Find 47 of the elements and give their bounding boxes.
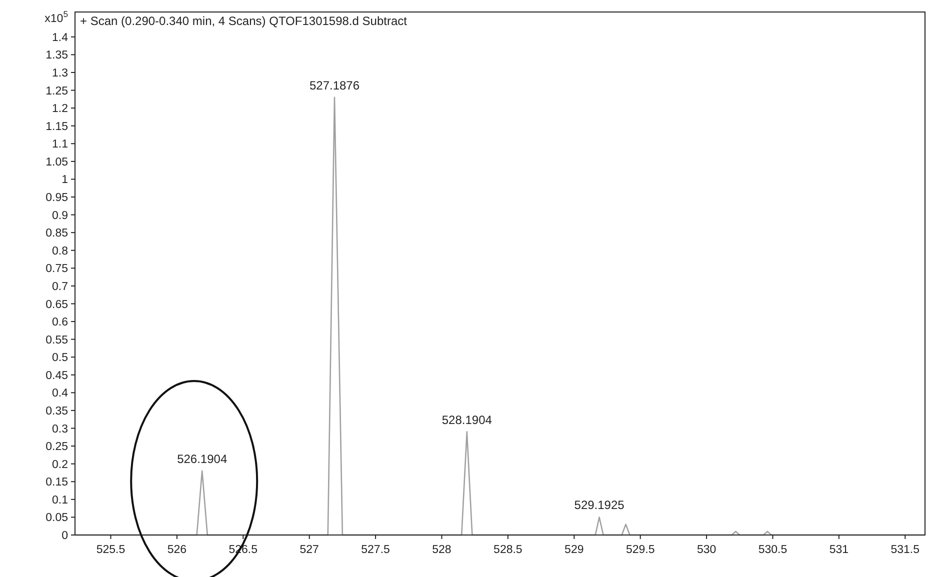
y-tick-label: 1.3 [52, 68, 68, 80]
x-tick-label: 530.5 [758, 544, 788, 556]
y-tick-label: 1.15 [46, 120, 68, 133]
y-tick-label: 1.2 [52, 103, 68, 116]
y-tick-label: 0.45 [46, 370, 68, 382]
y-tick-label: 1.4 [52, 32, 69, 44]
y-tick-label: 0.85 [46, 228, 68, 240]
y-tick-label: 1.35 [46, 50, 68, 62]
y-tick-label: 0.95 [46, 192, 68, 204]
y-tick-label: 0.65 [46, 298, 68, 311]
y-tick-label: 1.1 [52, 138, 68, 151]
x-tick-label: 531 [829, 544, 849, 556]
y-tick-label: 1.05 [46, 156, 68, 168]
chart-title: + Scan (0.290-0.340 min, 4 Scans) QTOF1301598.d Subtract [80, 14, 408, 28]
x-tick-label: 525.5 [96, 544, 126, 556]
y-tick-label: 0.2 [52, 458, 68, 471]
y-tick-label: 0.05 [46, 512, 68, 524]
x-tick-label: 526 [167, 544, 187, 556]
y-tick-label: 0.8 [52, 245, 68, 258]
x-tick-label: 527 [300, 544, 319, 556]
y-tick-label: 0.55 [46, 334, 68, 346]
y-tick-label: 0.9 [52, 210, 68, 222]
x-tick-label: 528 [432, 544, 452, 556]
x-tick-label: 528.5 [494, 544, 522, 556]
y-tick-label: 0.15 [46, 476, 68, 489]
x-tick-label: 530 [696, 544, 716, 556]
y-tick-label: 0.25 [46, 441, 68, 454]
y-tick-label: 0 [62, 530, 68, 542]
y-tick-label: 1.25 [46, 85, 68, 98]
y-tick-label: 0.75 [46, 263, 68, 276]
annotation: 526.1904 [177, 452, 228, 466]
annotation: 527.1876 [309, 78, 360, 92]
y-tick-label: 0.6 [52, 316, 68, 329]
y-tick-label: 0.4 [52, 388, 69, 400]
y-tick-label: 0.5 [52, 352, 68, 364]
annotation: 529.1925 [574, 498, 625, 512]
y-tick-label: 0.3 [52, 423, 68, 436]
y-tick-label: 1 [62, 174, 68, 186]
x-tick-label: 529 [564, 544, 584, 556]
x-tick-label: 527.5 [361, 544, 390, 556]
x-tick-label: 531.5 [890, 544, 920, 556]
x-tick-label: 529.5 [626, 544, 655, 556]
y-tick-label: 0.7 [52, 280, 68, 293]
y-axis-title: x10$^{5}$ [44, 9, 68, 25]
annotation: 528.1904 [442, 412, 492, 427]
y-tick-label: 0.35 [46, 406, 68, 418]
y-tick-label: 0.1 [52, 494, 68, 506]
